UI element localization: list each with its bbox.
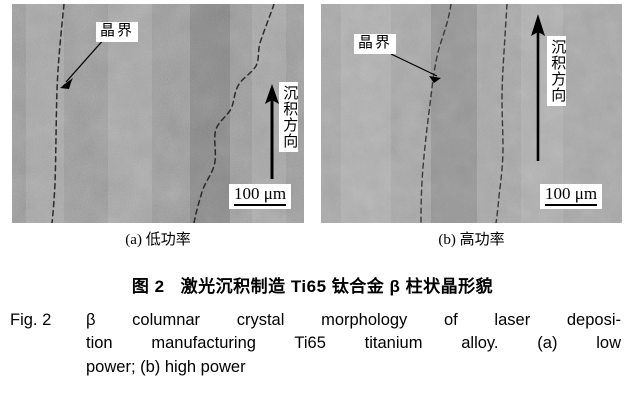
figure-number-chinese: 图 2 — [131, 277, 165, 296]
scale-bar-label-b: 100 μm — [545, 184, 598, 203]
grain-boundary-line-right — [193, 4, 275, 223]
grain-boundary-line-right-b — [495, 4, 508, 223]
deposition-direction-label-a: 沉积方向 — [279, 82, 299, 152]
figure-caption-block: 图 2 激光沉积制造 Ti65 钛合金 β 柱状晶形貌 Fig. 2 β colu… — [0, 272, 625, 379]
figure-panels: 晶界 沉积方向 100 μm — [12, 4, 622, 223]
figure-caption-english: Fig. 2 β columnar crystal morphology of … — [0, 309, 625, 379]
scale-bar-rule-b — [545, 204, 598, 206]
figure-number-english: Fig. 2 — [10, 311, 52, 329]
deposition-direction-arrow-b — [531, 14, 545, 161]
subcaption-b: (b) 高功率 — [438, 232, 505, 248]
micrograph-panel-a: 晶界 沉积方向 100 μm — [12, 4, 304, 223]
caption-en-text-3: power; (b) high power — [86, 357, 246, 376]
deposition-direction-arrow — [265, 84, 279, 179]
grain-boundary-label-b: 晶界 — [354, 34, 397, 54]
figure-title-chinese: 激光沉积制造 Ti65 钛合金 β 柱状晶形貌 — [180, 277, 494, 296]
scale-bar-b: 100 μm — [540, 184, 603, 209]
caption-en-text-2: tion manufacturing Ti65 titanium alloy. … — [86, 334, 621, 353]
caption-en-text-1: β columnar crystal morphology of laser d… — [86, 311, 621, 329]
scale-bar-rule-a — [234, 204, 287, 206]
micrograph-panel-b: 晶界 沉积方向 100 μm — [321, 4, 622, 223]
grain-boundary-line-left — [51, 4, 65, 223]
scale-bar-a: 100 μm — [229, 184, 292, 209]
micrograph-a-image — [12, 4, 304, 223]
grain-boundary-leader-arrow — [60, 37, 106, 89]
grain-boundary-label-a: 晶界 — [96, 22, 139, 42]
scale-bar-label-a: 100 μm — [234, 184, 287, 203]
micrograph-b-image — [321, 4, 622, 223]
grain-boundary-leader-arrow-b — [390, 53, 441, 83]
grain-boundary-line-mid — [420, 4, 452, 223]
subcaption-a: (a) 低功率 — [125, 232, 191, 248]
caption-en-line-1: Fig. 2 β columnar crystal morphology of … — [10, 309, 621, 332]
figure-caption-chinese: 图 2 激光沉积制造 Ti65 钛合金 β 柱状晶形貌 — [0, 272, 625, 297]
deposition-direction-label-b: 沉积方向 — [547, 36, 567, 106]
